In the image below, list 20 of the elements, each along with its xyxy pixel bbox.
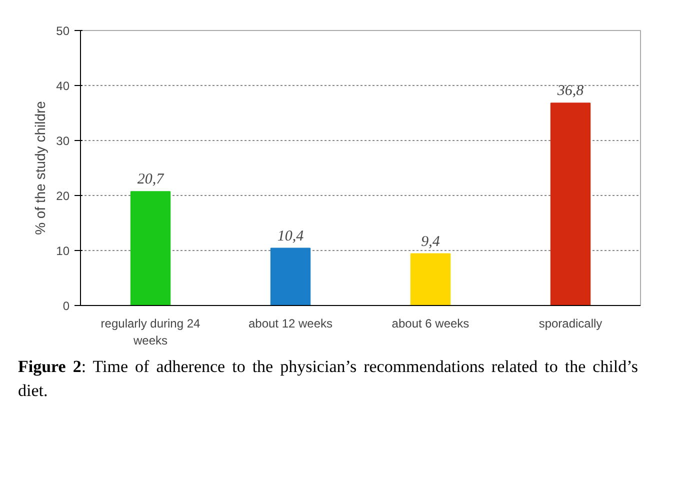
bar	[410, 253, 451, 306]
y-tick-label: 50	[56, 24, 70, 38]
y-tick-label: 10	[56, 244, 70, 258]
x-tick-label: about 6 weeks	[392, 316, 470, 330]
y-axis-title: % of the study childre	[32, 100, 48, 235]
data-label: 10,4	[277, 228, 304, 244]
y-tick-label: 40	[56, 79, 70, 93]
x-tick-label: regularly during 24 weeks	[100, 316, 201, 348]
text: Figure 2: Time of adherence to the physician’s recommendations related to the child’s diet.	[18, 357, 638, 400]
x-tick-label: about 12 weeks	[248, 316, 333, 330]
bar	[270, 248, 311, 306]
y-tick-label: 0	[62, 299, 70, 313]
bar	[550, 102, 591, 306]
bar	[130, 191, 171, 306]
data-label: 9,4	[421, 234, 440, 250]
x-tick-label: sporadically	[538, 316, 602, 330]
y-tick-label: 20	[56, 189, 70, 203]
data-label: 20,7	[137, 172, 166, 188]
y-tick-label: 30	[56, 134, 70, 148]
data-label: 36,8	[556, 83, 584, 100]
